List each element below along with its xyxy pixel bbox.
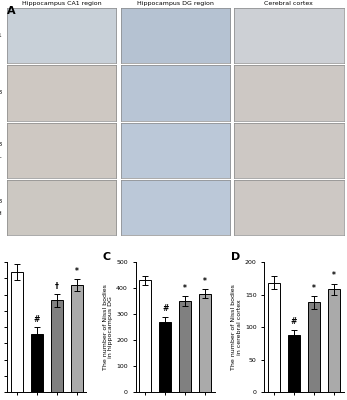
Text: D: D — [231, 252, 240, 262]
Y-axis label: SAMP8: SAMP8 — [0, 90, 3, 96]
Text: C: C — [102, 252, 110, 262]
Y-axis label: SAMR1: SAMR1 — [0, 33, 3, 38]
Title: Hippocampus CA1 region: Hippocampus CA1 region — [22, 1, 101, 6]
Bar — [51, 300, 63, 392]
Bar — [159, 322, 171, 392]
Text: #: # — [162, 304, 168, 314]
Title: Cerebral cortex: Cerebral cortex — [264, 1, 313, 6]
Y-axis label: SAMP8
+
FMN-H: SAMP8 + FMN-H — [0, 200, 3, 216]
Y-axis label: The number of Nissl bodies
in cerebral cortex: The number of Nissl bodies in cerebral c… — [231, 284, 242, 370]
Text: †: † — [55, 282, 59, 290]
Bar — [268, 283, 280, 392]
Text: *: * — [183, 284, 187, 293]
Bar — [328, 289, 340, 392]
Text: A: A — [7, 6, 16, 16]
Bar — [308, 302, 320, 392]
Bar — [10, 272, 23, 392]
Y-axis label: SAMP8
+
FMN-L: SAMP8 + FMN-L — [0, 142, 3, 159]
Bar — [139, 280, 151, 392]
Bar — [71, 285, 83, 392]
Text: *: * — [312, 284, 316, 293]
Text: *: * — [203, 277, 207, 286]
Text: *: * — [75, 267, 79, 276]
Text: #: # — [33, 315, 40, 324]
Bar — [288, 335, 300, 392]
Text: #: # — [291, 318, 297, 326]
Bar — [179, 301, 191, 392]
Text: *: * — [332, 271, 336, 280]
Y-axis label: The number of Nissl bodies
in hippocampus DG: The number of Nissl bodies in hippocampu… — [103, 284, 113, 370]
Bar — [31, 334, 43, 392]
Bar — [199, 294, 211, 392]
Title: Hippocampus DG region: Hippocampus DG region — [137, 1, 214, 6]
